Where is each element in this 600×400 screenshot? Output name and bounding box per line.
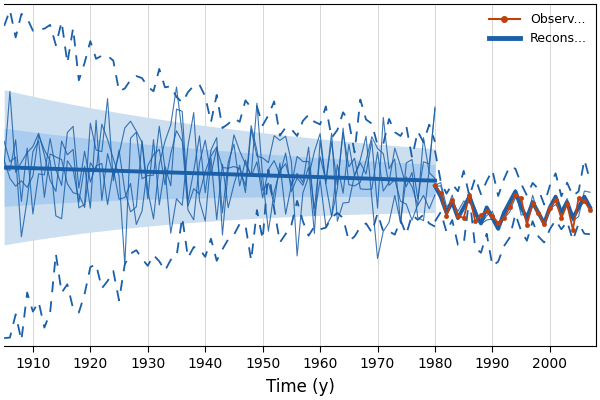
X-axis label: Time (y): Time (y) — [266, 378, 334, 396]
Legend: Observ..., Recons...: Observ..., Recons... — [484, 8, 592, 50]
